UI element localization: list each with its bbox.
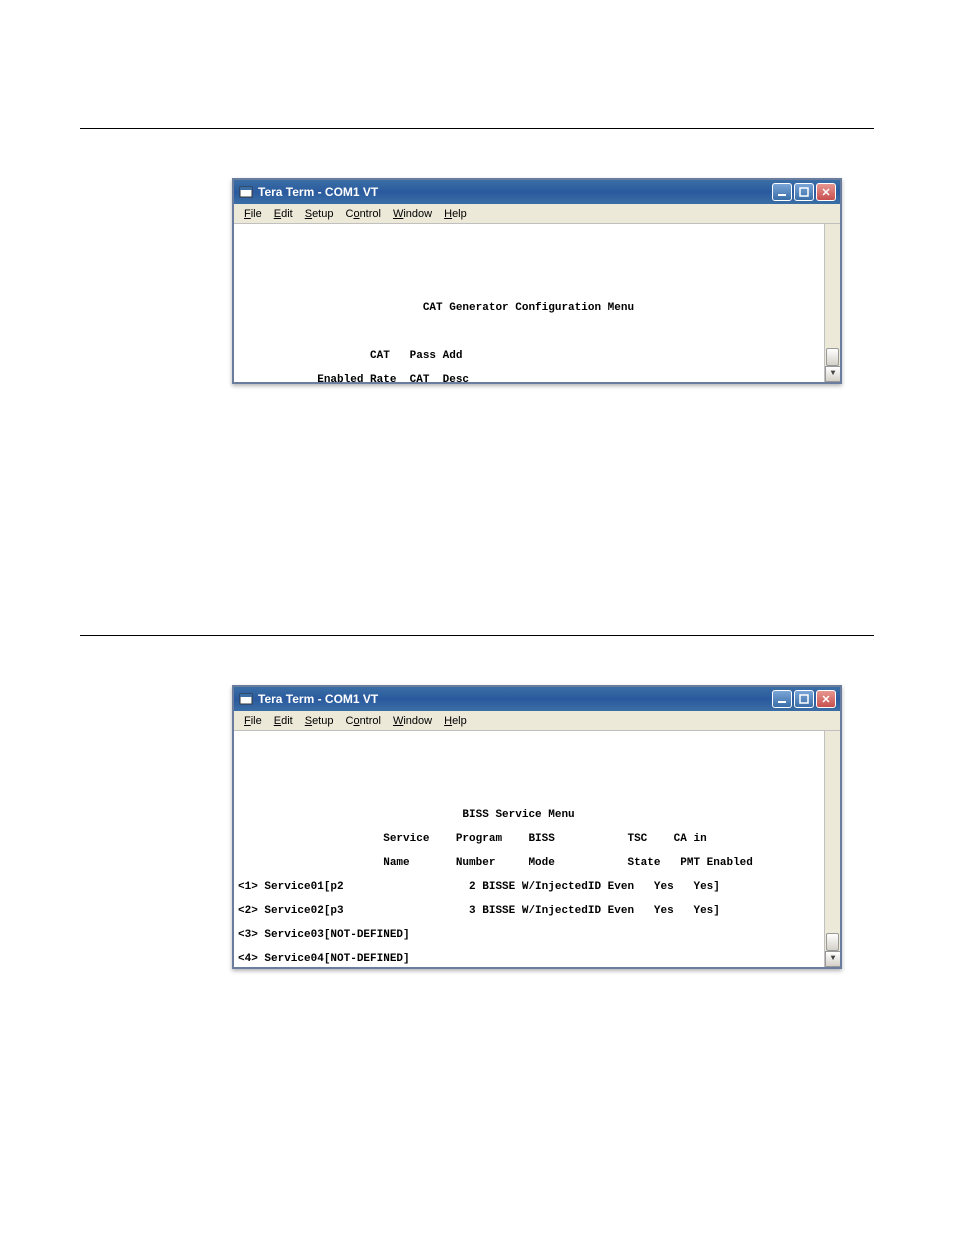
service-row-2: <2> Service02[p3 3 BISSE W/InjectedID Ev… [238, 905, 820, 917]
biss-header-2: Name Number Mode State PMT Enabled [238, 857, 820, 869]
blank-line [238, 254, 820, 266]
app-icon [238, 184, 254, 200]
service-row-1: <1> Service01[p2 2 BISSE W/InjectedID Ev… [238, 881, 820, 893]
blank-line [238, 278, 820, 290]
cat-header-1: CAT Pass Add [238, 350, 820, 362]
blank-line [238, 785, 820, 797]
menu-control[interactable]: Control [339, 715, 386, 727]
menu-edit[interactable]: Edit [268, 208, 299, 220]
cat-menu-title: CAT Generator Configuration Menu [238, 302, 820, 314]
app-icon [238, 691, 254, 707]
minimize-button[interactable] [772, 183, 792, 201]
menu-file[interactable]: File [238, 208, 268, 220]
scroll-thumb[interactable] [826, 348, 839, 366]
window-title: Tera Term - COM1 VT [258, 185, 772, 199]
titlebar[interactable]: Tera Term - COM1 VT [234, 687, 840, 711]
close-button[interactable] [816, 690, 836, 708]
menubar: File Edit Setup Control Window Help [234, 204, 840, 224]
menu-setup[interactable]: Setup [299, 208, 340, 220]
terminal-content: CAT Generator Configuration Menu CAT Pas… [238, 254, 820, 382]
window-title: Tera Term - COM1 VT [258, 692, 772, 706]
scroll-thumb[interactable] [826, 933, 839, 951]
terminal-window-2: Tera Term - COM1 VT File Edit Setup Cont… [232, 685, 842, 969]
scrollbar[interactable]: ▲ ▼ [824, 224, 840, 382]
menu-control[interactable]: Control [339, 208, 386, 220]
scrollbar[interactable]: ▲ ▼ [824, 731, 840, 967]
close-button[interactable] [816, 183, 836, 201]
terminal-area[interactable]: CAT Generator Configuration Menu CAT Pas… [234, 224, 840, 382]
cat-header-2: Enabled Rate CAT Desc [238, 374, 820, 382]
blank-line [238, 761, 820, 773]
menu-setup[interactable]: Setup [299, 715, 340, 727]
scroll-down-icon[interactable]: ▼ [825, 366, 840, 382]
maximize-button[interactable] [794, 183, 814, 201]
menubar: File Edit Setup Control Window Help [234, 711, 840, 731]
menu-edit[interactable]: Edit [268, 715, 299, 727]
titlebar[interactable]: Tera Term - COM1 VT [234, 180, 840, 204]
terminal-window-1: Tera Term - COM1 VT File Edit Setup Cont… [232, 178, 842, 384]
divider-mid [80, 635, 874, 636]
biss-header-1: Service Program BISS TSC CA in [238, 833, 820, 845]
scroll-track[interactable] [825, 747, 840, 951]
service-row-3: <3> Service03[NOT-DEFINED] [238, 929, 820, 941]
blank-line [238, 326, 820, 338]
scroll-down-icon[interactable]: ▼ [825, 951, 840, 967]
menu-help[interactable]: Help [438, 715, 473, 727]
terminal-area[interactable]: BISS Service Menu Service Program BISS T… [234, 731, 840, 967]
menu-file[interactable]: File [238, 715, 268, 727]
menu-window[interactable]: Window [387, 208, 438, 220]
minimize-button[interactable] [772, 690, 792, 708]
service-row-4: <4> Service04[NOT-DEFINED] [238, 953, 820, 965]
divider-top [80, 128, 874, 129]
terminal-content: BISS Service Menu Service Program BISS T… [238, 761, 820, 967]
menu-window[interactable]: Window [387, 715, 438, 727]
menu-help[interactable]: Help [438, 208, 473, 220]
biss-menu-title: BISS Service Menu [238, 809, 820, 821]
maximize-button[interactable] [794, 690, 814, 708]
